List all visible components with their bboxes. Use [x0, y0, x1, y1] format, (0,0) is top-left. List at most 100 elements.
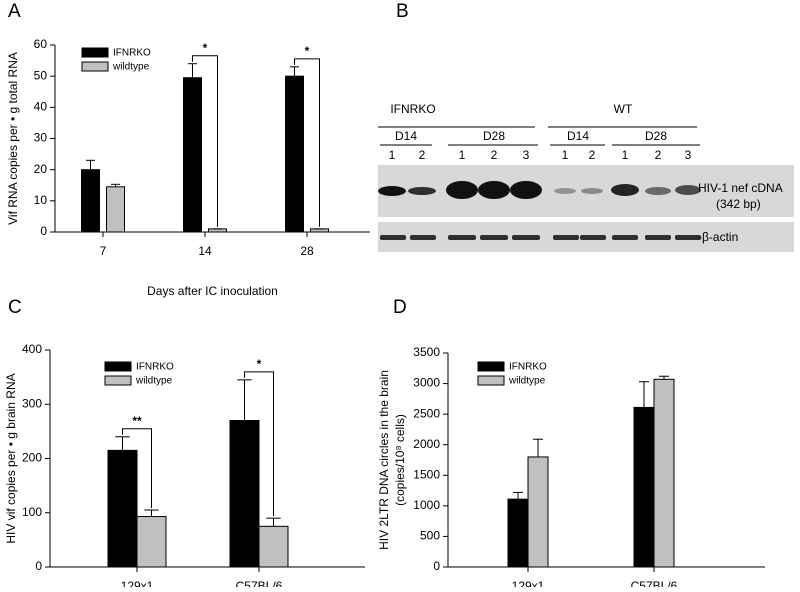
lane-number: 3: [523, 148, 530, 162]
bands: [378, 181, 701, 240]
group-label: IFNRKO: [390, 102, 435, 116]
y-tick-label: 0: [35, 559, 42, 573]
lane-number: 1: [389, 148, 396, 162]
band-label: -β-actin: [698, 230, 738, 244]
lane-number: 1: [562, 148, 569, 162]
error-bar: [111, 183, 120, 187]
day-label: D14: [567, 129, 589, 143]
y-tick-label: 100: [22, 505, 42, 519]
significance-label: *: [257, 357, 262, 371]
significance-label: *: [203, 41, 208, 55]
y-tick-label: 0: [40, 224, 47, 238]
significance-label: **: [132, 414, 142, 428]
y-tick-label: 300: [22, 396, 42, 410]
error-bar: [115, 436, 130, 451]
panel-label: B: [396, 1, 409, 22]
legend-label: wildtype: [135, 376, 173, 387]
panel-label: D: [393, 297, 407, 318]
x-axis-label: Days after IC inoculation: [147, 284, 278, 298]
y-axis-label: HIV 2LTR DNA circles in the brain: [377, 370, 391, 550]
band-label: HIV-1 nef cDNA: [698, 181, 783, 195]
lane-number: 2: [589, 148, 596, 162]
significance-bracket: [294, 58, 320, 227]
y-tick-label: 50: [34, 68, 48, 82]
error-bar: [290, 66, 299, 77]
significance-bracket: [244, 371, 274, 517]
x-tick-label: 28: [300, 244, 314, 258]
legend-label: IFNRKO: [136, 362, 174, 373]
y-tick-label: 200: [22, 451, 42, 465]
bar: [81, 169, 100, 233]
error-bar: [639, 381, 649, 408]
lane-number: 1: [622, 148, 629, 162]
panel-label: C: [8, 297, 22, 318]
bar: [106, 186, 125, 233]
lane-number: 2: [655, 148, 662, 162]
lane-number: 2: [491, 148, 498, 162]
y-tick-label: 2000: [413, 437, 440, 451]
y-axis-label: (copies/10⁸ cells): [393, 414, 407, 506]
y-tick-label: 3000: [413, 376, 440, 390]
bar: [258, 525, 289, 568]
legend-label: wildtype: [112, 62, 150, 73]
error-bar: [533, 438, 543, 457]
x-tick-label: 14: [198, 244, 212, 258]
x-tick-label: 129x1: [512, 579, 545, 587]
error-bar: [144, 509, 159, 517]
significance-label: *: [305, 44, 310, 58]
bar: [229, 420, 260, 568]
legend-label: IFNRKO: [509, 362, 547, 373]
legend-swatch: [81, 61, 109, 72]
x-tick-label: 7: [100, 244, 107, 258]
y-tick-label: 40: [34, 100, 48, 114]
error-bar: [266, 517, 281, 527]
day-label: D28: [483, 129, 505, 143]
band-label: (342 bp): [716, 197, 761, 211]
error-bar: [188, 63, 197, 78]
bar: [653, 378, 675, 568]
legend-swatch: [477, 375, 505, 386]
error-bar: [513, 491, 523, 500]
y-tick-label: 3500: [413, 345, 440, 359]
legend-swatch: [104, 375, 132, 386]
y-tick-label: 20: [34, 162, 48, 176]
y-tick-label: 2500: [413, 406, 440, 420]
lane-number: 3: [685, 148, 692, 162]
x-tick-label: 129x1: [121, 579, 154, 587]
gel-panel: IFNRKO WT D14 D28 D14 D28 HIV-1 nef cDNA…: [378, 102, 794, 252]
lane-number: 2: [419, 148, 426, 162]
bar: [285, 75, 304, 233]
day-label: D14: [395, 129, 417, 143]
legend-label: IFNRKO: [113, 48, 151, 59]
y-tick-label: 400: [22, 342, 42, 356]
panel-label: A: [8, 1, 21, 22]
legend-label: wildtype: [508, 376, 546, 387]
day-label: D28: [645, 129, 667, 143]
bar: [507, 498, 529, 568]
y-tick-label: 10: [34, 193, 48, 207]
bar: [183, 77, 202, 233]
legend-swatch: [104, 361, 132, 372]
group-label: WT: [614, 102, 633, 116]
bar: [136, 516, 167, 568]
bar: [633, 406, 655, 568]
significance-bracket: [122, 428, 152, 509]
lane-number: 1: [459, 148, 466, 162]
significance-bracket: [192, 55, 218, 227]
y-tick-label: 500: [420, 529, 440, 543]
y-tick-label: 60: [34, 37, 48, 51]
y-axis-label: HIV vif copies per • g brain RNA: [4, 373, 18, 543]
y-tick-label: 30: [34, 131, 48, 145]
error-bar: [86, 159, 95, 170]
error-bar: [237, 379, 252, 421]
bar: [527, 456, 549, 568]
legend-swatch: [477, 361, 505, 372]
y-tick-label: 1000: [413, 498, 440, 512]
y-tick-label: 0: [433, 559, 440, 573]
y-tick-label: 1500: [413, 467, 440, 481]
error-bar: [659, 375, 669, 380]
x-tick-label: C57BL/6: [236, 579, 283, 587]
y-axis-label: Vif RNA copies per • g total RNA: [6, 52, 20, 225]
x-tick-label: C57BL/6: [631, 579, 678, 587]
